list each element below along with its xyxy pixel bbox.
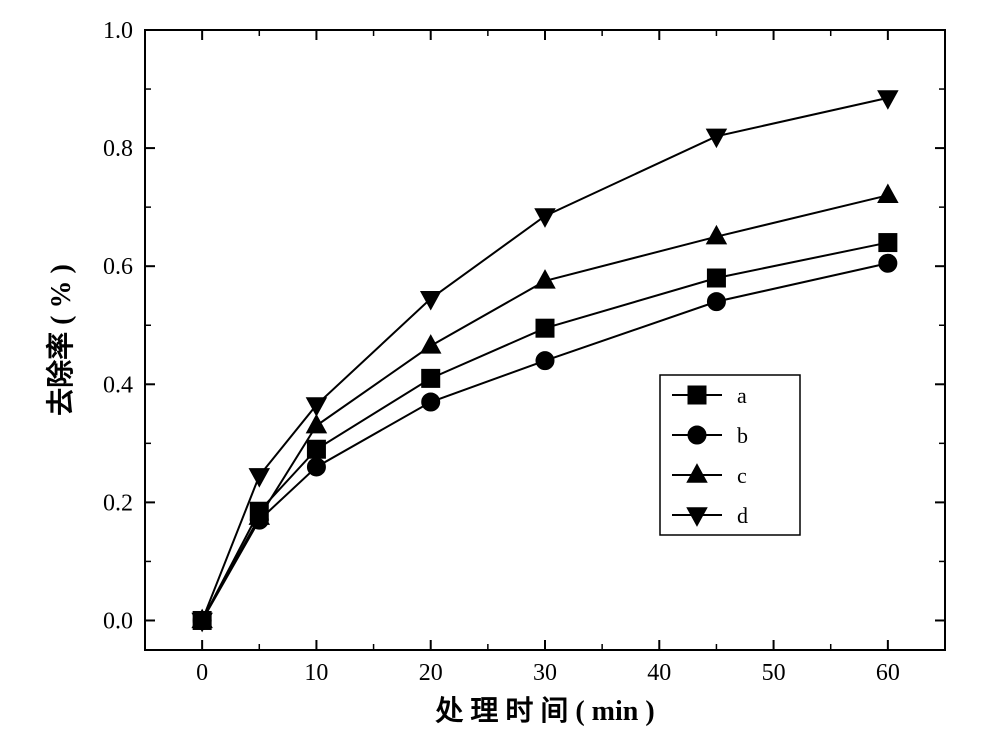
- y-tick-label: 0.6: [103, 254, 133, 280]
- plot-border: [145, 30, 945, 650]
- legend-label-c: c: [737, 463, 747, 488]
- x-tick-label: 10: [304, 660, 328, 686]
- y-tick-label: 0.4: [103, 372, 133, 398]
- x-tick-label: 20: [419, 660, 443, 686]
- legend-label-a: a: [737, 383, 747, 408]
- x-tick-label: 50: [762, 660, 786, 686]
- chart-svg: 0 10 20 30 40 50 60 0.0 0.2 0.4 0.6 0.8 1.0 处 理 时 间 (…: [0, 0, 1000, 751]
- x-axis-label: 处 理 时 间 ( min ): [434, 695, 654, 727]
- x-tick-label: 0: [196, 660, 208, 686]
- y-tick-label: 0.8: [103, 136, 133, 162]
- x-tick-label: 30: [533, 660, 557, 686]
- legend-label-d: d: [737, 503, 748, 528]
- legend: abcd: [660, 375, 800, 535]
- x-tick-label: 60: [876, 660, 900, 686]
- chart-container: 0 10 20 30 40 50 60 0.0 0.2 0.4 0.6 0.8 1.0 处 理 时 间 (…: [0, 0, 1000, 751]
- x-tick-label: 40: [647, 660, 671, 686]
- y-tick-label: 1.0: [103, 18, 133, 44]
- y-tick-label: 0.0: [103, 608, 133, 634]
- y-axis-label: 去除率 ( % ): [44, 264, 77, 416]
- legend-label-b: b: [737, 423, 748, 448]
- y-tick-label: 0.2: [103, 490, 133, 516]
